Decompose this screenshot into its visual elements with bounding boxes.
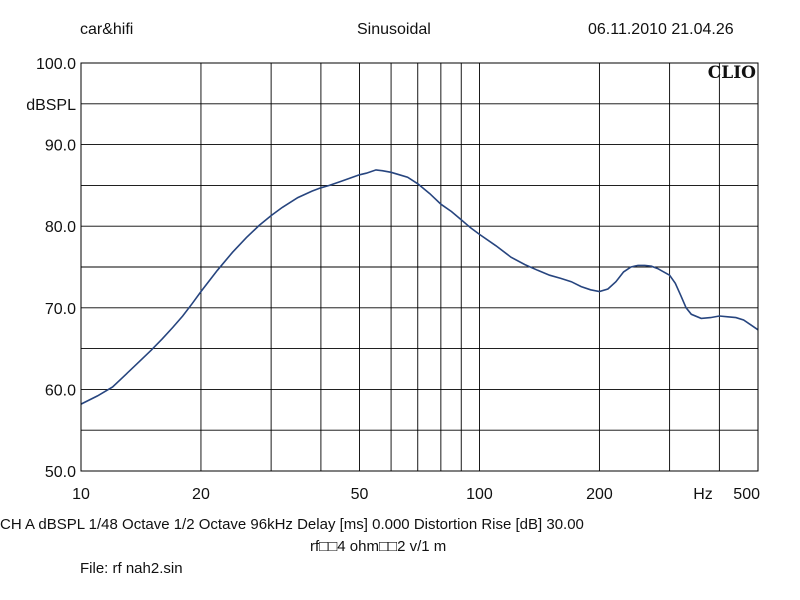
y-tick-label: 90.0: [45, 138, 76, 155]
x-tick-label: 500: [733, 486, 760, 503]
measurement-comment: rf□□4 ohm□□2 v/1 m: [310, 538, 447, 555]
clio-logo-text: CLIO: [708, 63, 756, 83]
file-name-label: File: rf nah2.sin: [80, 560, 183, 577]
spl-response-curve: [80, 169, 759, 405]
header-timestamp: 06.11.2010 21.04.26: [588, 21, 734, 38]
y-tick-label: 70.0: [45, 301, 76, 318]
header-measurement-type: Sinusoidal: [357, 21, 431, 38]
y-tick-label: 100.0: [36, 56, 76, 73]
x-tick-label: 200: [586, 486, 613, 503]
y-tick-label: 80.0: [45, 219, 76, 236]
x-axis-unit-label: Hz: [693, 486, 713, 503]
y-tick-label: 60.0: [45, 382, 76, 399]
x-tick-label: 50: [351, 486, 369, 503]
x-tick-label: 10: [72, 486, 90, 503]
y-tick-label: 50.0: [45, 464, 76, 481]
plot-frame: [80, 62, 759, 472]
header-left-label: car&hifi: [80, 21, 134, 38]
y-axis-label: dBSPL: [26, 97, 76, 114]
x-tick-label: 20: [192, 486, 210, 503]
x-tick-labels: 10 20 50 100 200 500: [72, 486, 760, 503]
y-tick-labels: 100.0 90.0 80.0 70.0 60.0 50.0: [36, 56, 76, 481]
x-tick-label: 100: [466, 486, 493, 503]
grid-lines: [81, 63, 758, 471]
measurement-settings-line: CH A dBSPL 1/48 Octave 1/2 Octave 96kHz …: [0, 516, 584, 533]
